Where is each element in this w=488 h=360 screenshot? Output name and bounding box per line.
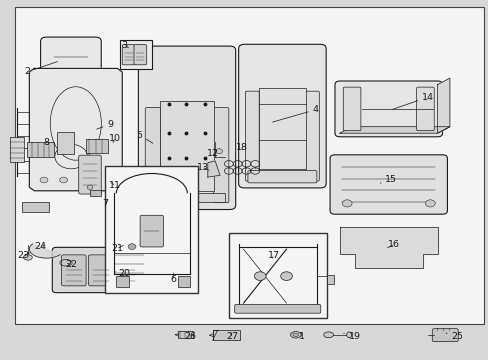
Bar bbox=[116, 276, 128, 287]
Text: 14: 14 bbox=[392, 93, 433, 109]
Text: 12: 12 bbox=[206, 149, 218, 158]
Circle shape bbox=[342, 200, 351, 207]
Polygon shape bbox=[29, 68, 122, 191]
Bar bbox=[228, 233, 326, 318]
FancyBboxPatch shape bbox=[213, 108, 228, 203]
Circle shape bbox=[215, 149, 222, 154]
Bar bbox=[160, 101, 214, 191]
FancyBboxPatch shape bbox=[140, 215, 163, 247]
Polygon shape bbox=[29, 244, 60, 258]
FancyBboxPatch shape bbox=[52, 247, 148, 293]
Text: 6: 6 bbox=[170, 273, 176, 284]
Polygon shape bbox=[339, 127, 449, 133]
Text: 18: 18 bbox=[236, 143, 247, 152]
Bar bbox=[259, 88, 305, 169]
Bar bbox=[149, 193, 224, 202]
Bar bbox=[10, 137, 24, 162]
Text: 3: 3 bbox=[122, 40, 128, 49]
Circle shape bbox=[40, 177, 48, 183]
FancyBboxPatch shape bbox=[416, 87, 433, 131]
Bar bbox=[105, 166, 198, 293]
Bar bbox=[57, 132, 74, 154]
Bar bbox=[212, 330, 239, 340]
FancyBboxPatch shape bbox=[245, 91, 259, 181]
Circle shape bbox=[425, 200, 434, 207]
Bar bbox=[15, 7, 483, 324]
Text: 4: 4 bbox=[272, 105, 318, 122]
FancyBboxPatch shape bbox=[305, 91, 319, 181]
Text: 22: 22 bbox=[65, 260, 77, 269]
FancyBboxPatch shape bbox=[115, 255, 140, 286]
FancyBboxPatch shape bbox=[238, 44, 325, 188]
Bar bbox=[27, 142, 54, 157]
FancyBboxPatch shape bbox=[134, 45, 146, 65]
Text: 16: 16 bbox=[387, 240, 399, 249]
Ellipse shape bbox=[23, 255, 32, 260]
Text: 5: 5 bbox=[136, 130, 153, 143]
Text: 27: 27 bbox=[226, 332, 238, 341]
FancyBboxPatch shape bbox=[329, 155, 447, 214]
Text: 25: 25 bbox=[445, 332, 462, 341]
Text: 9: 9 bbox=[97, 120, 113, 129]
Text: 19: 19 bbox=[343, 332, 360, 341]
Text: 13: 13 bbox=[197, 163, 208, 172]
FancyBboxPatch shape bbox=[88, 255, 113, 286]
FancyBboxPatch shape bbox=[79, 155, 101, 194]
Text: 10: 10 bbox=[109, 134, 121, 143]
FancyBboxPatch shape bbox=[122, 45, 135, 65]
Circle shape bbox=[128, 244, 136, 249]
Polygon shape bbox=[437, 78, 449, 133]
Ellipse shape bbox=[290, 332, 301, 338]
Text: 26: 26 bbox=[184, 332, 196, 341]
Bar bbox=[85, 139, 107, 153]
Text: 21: 21 bbox=[111, 244, 123, 253]
Circle shape bbox=[254, 272, 265, 280]
Text: 23: 23 bbox=[18, 251, 30, 260]
Polygon shape bbox=[207, 161, 220, 177]
Text: 15: 15 bbox=[380, 175, 396, 184]
Text: 8: 8 bbox=[43, 138, 54, 147]
FancyBboxPatch shape bbox=[431, 329, 457, 342]
Bar bbox=[177, 276, 189, 287]
Circle shape bbox=[124, 241, 139, 252]
FancyBboxPatch shape bbox=[247, 171, 316, 183]
FancyBboxPatch shape bbox=[145, 108, 160, 203]
Bar bbox=[178, 331, 193, 338]
Circle shape bbox=[280, 272, 292, 280]
FancyBboxPatch shape bbox=[334, 81, 442, 137]
Text: 11: 11 bbox=[109, 181, 121, 190]
Text: 24: 24 bbox=[34, 242, 46, 251]
Bar bbox=[90, 190, 101, 196]
Ellipse shape bbox=[323, 332, 333, 338]
Ellipse shape bbox=[292, 333, 298, 336]
Text: 7: 7 bbox=[102, 199, 108, 208]
Bar bbox=[326, 275, 333, 284]
Ellipse shape bbox=[346, 332, 351, 338]
Polygon shape bbox=[339, 227, 437, 268]
FancyBboxPatch shape bbox=[138, 46, 235, 210]
Circle shape bbox=[60, 177, 67, 183]
Text: 2: 2 bbox=[24, 62, 57, 77]
FancyBboxPatch shape bbox=[343, 87, 360, 131]
Bar bbox=[22, 202, 49, 212]
Circle shape bbox=[87, 185, 93, 189]
Circle shape bbox=[79, 177, 87, 183]
Text: 20: 20 bbox=[115, 269, 130, 278]
Bar bbox=[120, 40, 151, 69]
Text: 1: 1 bbox=[299, 332, 305, 341]
Text: 17: 17 bbox=[267, 251, 279, 260]
FancyBboxPatch shape bbox=[61, 255, 86, 286]
FancyBboxPatch shape bbox=[41, 37, 101, 76]
FancyBboxPatch shape bbox=[234, 305, 320, 313]
